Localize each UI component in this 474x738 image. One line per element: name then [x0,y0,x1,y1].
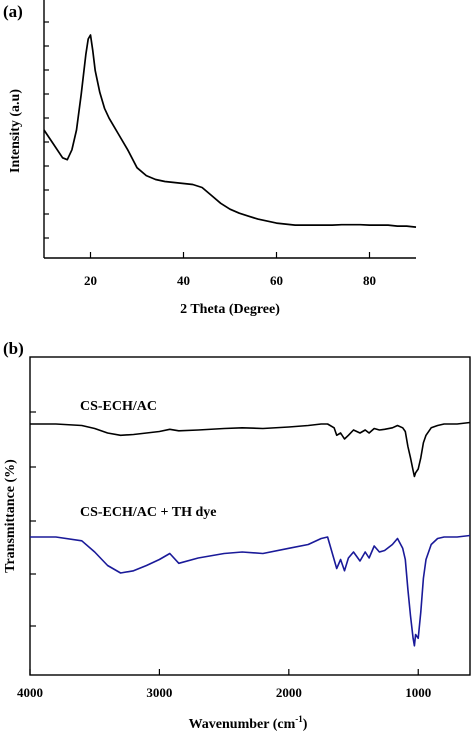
x-tick-label: 80 [363,273,376,288]
ftir-series-cs-ech-ac [30,421,471,478]
panel-a-x-ticks: 20 40 60 80 [84,252,376,288]
ftir-panel: (b) 4000 3000 2000 1000 CS-ECH/AC CS-ECH/AC… [3,339,471,732]
xrd-panel: (a) 20 40 60 80 2 Theta (Degree) Intensity … [3,0,417,317]
x-tick-label: 40 [177,273,190,288]
x-tick-label: 20 [84,273,97,288]
x-tick-label: 60 [270,273,283,288]
x-tick-label: 2000 [276,685,302,700]
x-tick-label: 3000 [146,685,172,700]
panel-b-frame [29,356,471,676]
panel-a-y-ticks [44,21,49,239]
panel-b-y-ticks [30,411,36,627]
series-label-cs-ech-ac: CS-ECH/AC [80,399,157,414]
x-tick-label: 1000 [405,685,431,700]
panel-b-x-ticks: 4000 3000 2000 1000 [17,669,431,700]
panel-a-y-axis-title: Intensity (a.u) [8,89,23,173]
series-label-cs-ech-ac-th-dye: CS-ECH/AC + TH dye [80,505,216,520]
panel-b-y-axis-title: Transmittance (%) [3,459,18,573]
x-tick-label: 4000 [17,685,43,700]
panel-a-x-axis-title: 2 Theta (Degree) [180,302,280,317]
ftir-series-cs-ech-ac-th-dye [30,534,471,647]
xrd-series-line [43,34,417,228]
panel-a-label: (a) [3,2,23,21]
panel-b-label: (b) [3,339,24,358]
panel-b-x-axis-title: Wavenumber (cm-1) [189,714,308,732]
